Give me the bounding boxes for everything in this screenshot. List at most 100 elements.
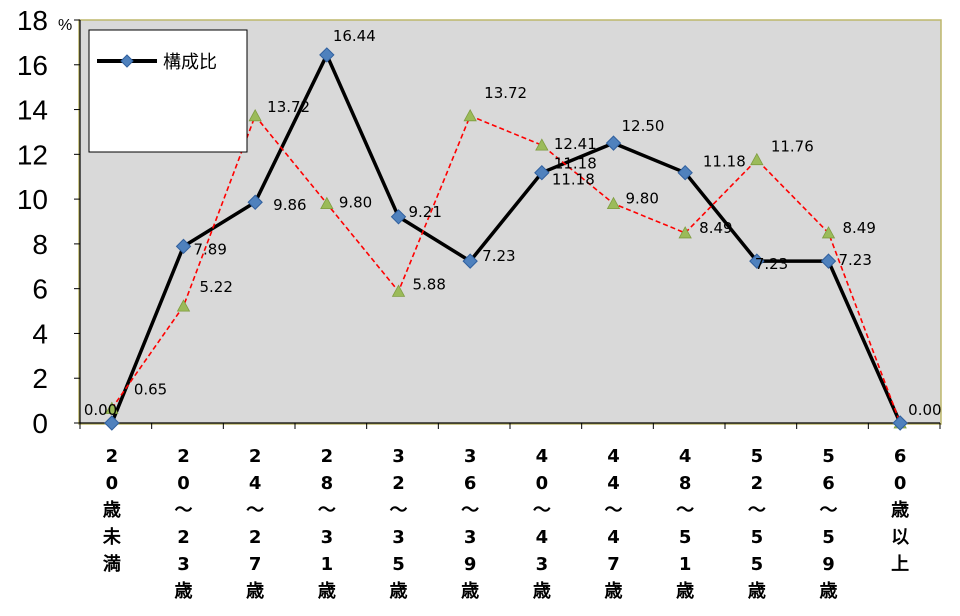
x-tick-label: 3 xyxy=(392,527,405,548)
x-tick-label: 2 xyxy=(249,527,262,548)
data-label: 8.49 xyxy=(843,219,876,237)
x-tick-label: 5 xyxy=(751,554,764,575)
x-tick-label: 満 xyxy=(103,553,121,575)
data-label: 12.50 xyxy=(622,117,665,135)
x-tick-label: 5 xyxy=(751,446,764,467)
x-tick-label: 4 xyxy=(249,473,262,494)
triangle-marker xyxy=(678,226,692,239)
x-tick-label: 〜 xyxy=(461,500,479,521)
x-tick-label: 4 xyxy=(607,527,620,548)
data-label: 8.49 xyxy=(699,219,732,237)
x-tick-label: 6 xyxy=(464,473,477,494)
diamond-marker xyxy=(319,47,335,63)
y-tick-label: 4 xyxy=(32,318,48,349)
x-tick-label: 2 xyxy=(177,446,190,467)
x-tick-label: 2 xyxy=(321,446,334,467)
diamond-marker xyxy=(104,415,120,431)
data-label: 7.89 xyxy=(194,240,227,258)
triangle-marker xyxy=(463,108,477,122)
y-tick-label: 6 xyxy=(32,274,48,305)
x-tick-label: 歳 xyxy=(748,581,766,602)
x-tick-label: 9 xyxy=(822,554,835,575)
triangle-marker xyxy=(535,138,549,151)
data-label: 7.23 xyxy=(755,255,788,273)
x-tick-label: 2 xyxy=(177,527,190,548)
x-tick-label: 〜 xyxy=(175,500,193,521)
x-tick-label: 〜 xyxy=(820,500,838,521)
x-tick-label: 〜 xyxy=(605,500,623,521)
x-tick-label: 〜 xyxy=(533,500,551,521)
x-tick-label: 3 xyxy=(177,554,190,575)
x-tick-label: 2 xyxy=(249,446,262,467)
y-tick-label: 16 xyxy=(17,50,48,81)
data-label: 9.86 xyxy=(273,196,306,214)
y-tick-label: 2 xyxy=(32,363,48,394)
x-tick-label: 2 xyxy=(106,446,119,467)
x-tick-label: 3 xyxy=(536,554,549,575)
x-tick-label: 〜 xyxy=(390,500,408,521)
y-axis: 0 2 4 6 8 10 12 14 16 18% xyxy=(17,5,941,439)
legend-marker-diamond xyxy=(120,54,134,68)
triangle-marker xyxy=(750,152,764,166)
x-tick-label: 〜 xyxy=(676,500,694,521)
x-tick-label: 6 xyxy=(894,446,907,467)
x-tick-label: 4 xyxy=(679,446,692,467)
x-tick-label: 0 xyxy=(536,473,549,494)
x-tick-label: 3 xyxy=(392,446,405,467)
data-label: 11.18 xyxy=(554,155,597,173)
data-label: 12.41 xyxy=(554,135,597,153)
triangle-marker xyxy=(105,401,119,414)
markers xyxy=(104,47,908,431)
x-tick-label: 2 xyxy=(392,473,405,494)
x-tick-label: 6 xyxy=(822,473,835,494)
x-tick-label: 3 xyxy=(464,527,477,548)
x-tick-label: 歳 xyxy=(461,581,479,602)
x-tick-label: 未 xyxy=(103,527,122,548)
data-label: 0.00 xyxy=(908,401,941,419)
x-tick-label: 〜 xyxy=(748,500,766,521)
y-tick-label: 12 xyxy=(17,139,48,170)
x-tick-label: 歳 xyxy=(533,581,551,602)
x-tick-label: 歳 xyxy=(175,581,193,602)
x-tick-label: 歳 xyxy=(318,581,336,602)
diamond-marker xyxy=(892,415,908,431)
x-tick-label: 8 xyxy=(679,473,692,494)
y-unit-label: % xyxy=(58,17,72,34)
data-label: 13.72 xyxy=(267,98,310,116)
data-label: 11.18 xyxy=(703,153,746,171)
data-label: 5.88 xyxy=(413,275,446,293)
x-tick-label: 歳 xyxy=(390,581,408,602)
x-tick-label: 7 xyxy=(249,554,262,575)
x-tick-label: 5 xyxy=(822,527,835,548)
x-tick-label: 9 xyxy=(464,554,477,575)
x-tick-label: 5 xyxy=(751,527,764,548)
y-tick-label: 0 xyxy=(32,408,48,439)
data-label: 7.23 xyxy=(482,247,515,265)
data-label: 13.72 xyxy=(484,84,527,102)
x-tick-label: 歳 xyxy=(103,500,121,521)
data-labels: 0.00 7.89 9.86 16.44 9.21 7.23 11.18 12.50 7.23 7… xyxy=(84,27,942,419)
x-tick-label: 歳 xyxy=(820,581,838,602)
series-line-0 xyxy=(110,53,902,424)
triangle-marker xyxy=(821,226,836,239)
x-tick-label: 0 xyxy=(894,473,907,494)
x-tick-label: 8 xyxy=(321,473,334,494)
x-tick-label: 4 xyxy=(536,446,549,467)
x-tick-label: 5 xyxy=(822,446,835,467)
diamond-marker xyxy=(820,253,837,269)
x-tick-label: 歳 xyxy=(605,581,623,602)
x-tick-label: 3 xyxy=(464,446,477,467)
series-lines xyxy=(110,53,902,424)
data-label: 7.23 xyxy=(839,251,872,269)
diamond-marker xyxy=(175,238,192,255)
data-label: 16.44 xyxy=(333,27,376,45)
x-tick-label: 以 xyxy=(891,527,909,548)
diamond-marker xyxy=(247,194,263,210)
legend-box xyxy=(88,29,248,153)
data-label: 9.80 xyxy=(626,190,659,208)
data-label: 11.76 xyxy=(771,138,814,156)
x-tick-label: 0 xyxy=(177,473,190,494)
x-tick-label: 5 xyxy=(392,554,405,575)
x-tick-label: 歳 xyxy=(676,581,694,602)
